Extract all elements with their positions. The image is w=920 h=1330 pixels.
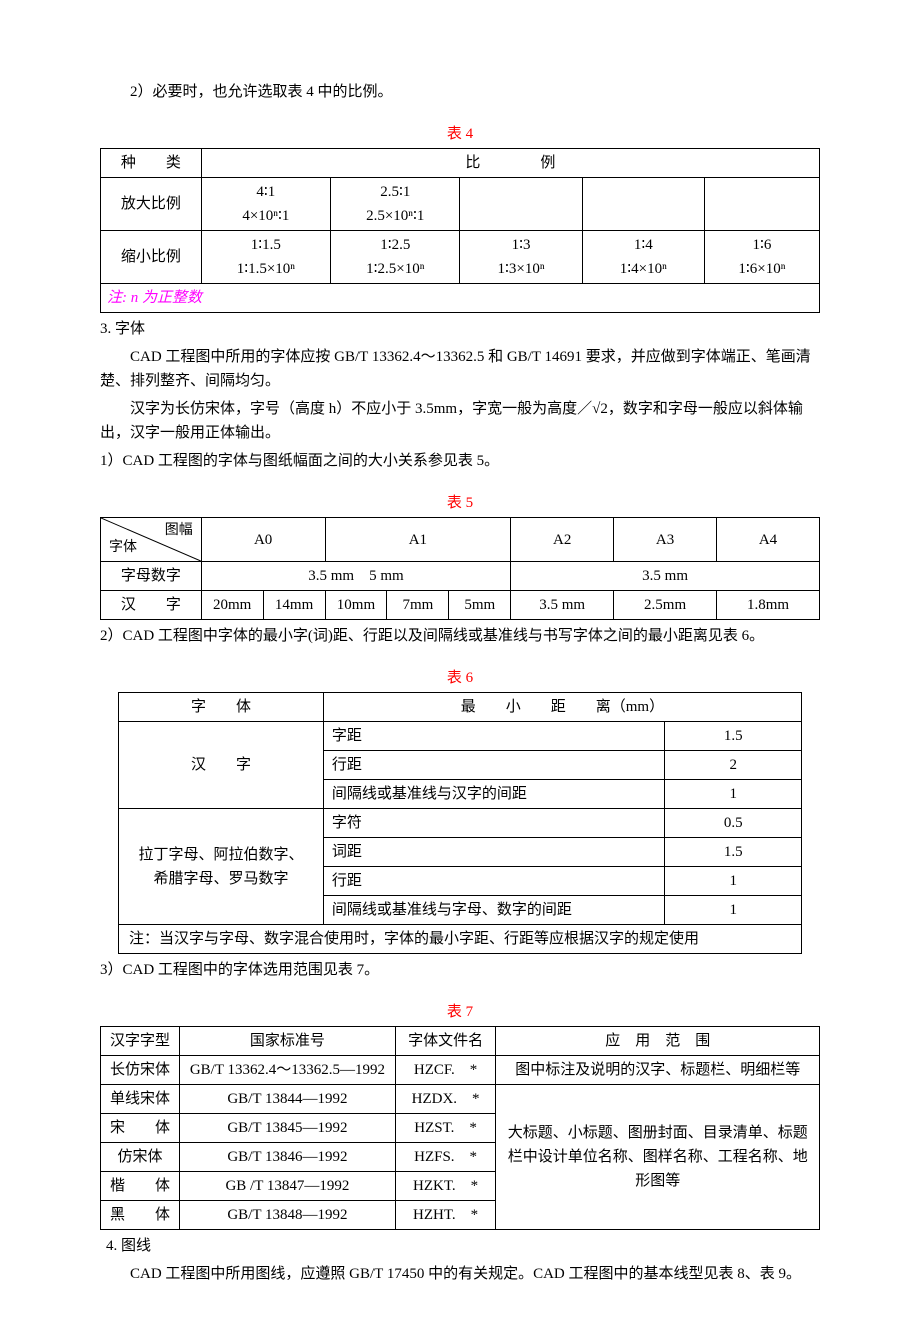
t6-g1-r1-v: 1.5 [665, 722, 802, 751]
t5-r2-c1: 20mm [201, 591, 263, 620]
t7-r1-c4: 图中标注及说明的汉字、标题栏、明细栏等 [496, 1056, 820, 1085]
t6-h2: 最 小 距 离（mm） [323, 693, 801, 722]
table-4: 种 类 比 例 放大比例 4∶14×10ⁿ∶1 1∶2.52.5∶12.5×10… [100, 148, 820, 313]
t5-col-a0: A0 [201, 518, 325, 562]
t5-col-a4: A4 [717, 518, 820, 562]
t5-r1-label: 字母数字 [101, 562, 202, 591]
t4-r2-c3: 1∶31∶3×10ⁿ [460, 231, 582, 284]
t5-r2-c4: 7mm [387, 591, 449, 620]
t4-r1-c5 [704, 178, 819, 231]
t7-h4: 应 用 范 围 [496, 1027, 820, 1056]
t6-g1-r1-k: 字距 [323, 722, 665, 751]
t5-diag: 图幅 字体 [101, 518, 202, 562]
t7-h1: 汉字字型 [101, 1027, 180, 1056]
paragraph-2: 2）必要时，也允许选取表 4 中的比例。 [100, 80, 820, 104]
t6-g2-r3-v: 1 [665, 867, 802, 896]
table7-title: 表 7 [100, 1000, 820, 1024]
table6-title: 表 6 [100, 666, 820, 690]
t6-h1: 字 体 [119, 693, 324, 722]
t6-g1-label: 汉 字 [119, 722, 324, 809]
t6-g1-r2-k: 行距 [323, 751, 665, 780]
t5-r2-c5: 5mm [449, 591, 511, 620]
t4-r2-c5: 1∶61∶6×10ⁿ [704, 231, 819, 284]
t7-h2: 国家标准号 [180, 1027, 396, 1056]
t5-col-a3: A3 [614, 518, 717, 562]
section-4-p1: CAD 工程图中所用图线，应遵照 GB/T 17450 中的有关规定。CAD 工… [100, 1262, 820, 1286]
t6-note: 注：当汉字与字母、数字混合使用时，字体的最小字距、行距等应根据汉字的规定使用 [119, 925, 802, 954]
t7-r6-c3: HZHT. * [395, 1201, 496, 1230]
section-4-title: 4. 图线 [100, 1234, 820, 1258]
t7-r3-c3: HZST. * [395, 1114, 496, 1143]
section-3-p2: 汉字为长仿宋体，字号（高度 h）不应小于 3.5mm，字宽一般为高度／√2，数字… [100, 397, 820, 445]
t7-r5-c1: 楷 体 [101, 1172, 180, 1201]
t7-r3-c2: GB/T 13845—1992 [180, 1114, 396, 1143]
t4-r1-c4 [582, 178, 704, 231]
t4-r2-c2: 1∶2.51∶2.5×10ⁿ [331, 231, 460, 284]
t6-g2-r2-k: 词距 [323, 838, 665, 867]
t6-g1-r2-v: 2 [665, 751, 802, 780]
section-3-p3: 1）CAD 工程图的字体与图纸幅面之间的大小关系参见表 5。 [100, 449, 820, 473]
t7-r1-c1: 长仿宋体 [101, 1056, 180, 1085]
t7-r3-c1: 宋 体 [101, 1114, 180, 1143]
t4-r1-label: 放大比例 [101, 178, 202, 231]
t7-r2-c3: HZDX. * [395, 1085, 496, 1114]
t5-r1-c2: 3.5 mm [511, 562, 820, 591]
t4-r2-c4: 1∶41∶4×10ⁿ [582, 231, 704, 284]
t5-r2-c6: 3.5 mm [511, 591, 614, 620]
t4-h1: 种 类 [101, 149, 202, 178]
t5-r1-c1: 3.5 mm 5 mm [201, 562, 510, 591]
t4-note: 注: n 为正整数 [101, 284, 820, 313]
t6-g2-label: 拉丁字母、阿拉伯数字、希腊字母、罗马数字 [119, 809, 324, 925]
table5-title: 表 5 [100, 491, 820, 515]
t6-g2-r4-k: 间隔线或基准线与字母、数字的间距 [323, 896, 665, 925]
table-5: 图幅 字体 A0 A1 A2 A3 A4 字母数字 3.5 mm 5 mm 3.… [100, 517, 820, 620]
t7-r6-c1: 黑 体 [101, 1201, 180, 1230]
t6-g2-r4-v: 1 [665, 896, 802, 925]
t7-r5-c3: HZKT. * [395, 1172, 496, 1201]
t6-g2-r1-v: 0.5 [665, 809, 802, 838]
t7-h3: 字体文件名 [395, 1027, 496, 1056]
section-6-p1: 3）CAD 工程图中的字体选用范围见表 7。 [100, 958, 820, 982]
t6-g2-r1-k: 字符 [323, 809, 665, 838]
t6-g2-r3-k: 行距 [323, 867, 665, 896]
t5-r2-c7: 2.5mm [614, 591, 717, 620]
t6-g1-r3-v: 1 [665, 780, 802, 809]
t6-g1-r3-k: 间隔线或基准线与汉字的间距 [323, 780, 665, 809]
t5-r2-c3: 10mm [325, 591, 387, 620]
t7-r5-c2: GB /T 13847—1992 [180, 1172, 396, 1201]
t5-r2-c8: 1.8mm [717, 591, 820, 620]
t4-h2: 比 例 [201, 149, 819, 178]
t4-r1-c3 [460, 178, 582, 231]
t5-col-a1: A1 [325, 518, 511, 562]
section-5-p1: 2）CAD 工程图中字体的最小字(词)距、行距以及间隔线或基准线与书写字体之间的… [100, 624, 820, 648]
table4-title: 表 4 [100, 122, 820, 146]
t7-merged: 大标题、小标题、图册封面、目录清单、标题栏中设计单位名称、图样名称、工程名称、地… [496, 1085, 820, 1230]
t7-r6-c2: GB/T 13848—1992 [180, 1201, 396, 1230]
table-6: 字 体 最 小 距 离（mm） 汉 字 字距 1.5 行距 2 间隔线或基准线与… [118, 692, 802, 954]
t7-r2-c2: GB/T 13844—1992 [180, 1085, 396, 1114]
t7-r4-c3: HZFS. * [395, 1143, 496, 1172]
t7-r1-c3: HZCF. * [395, 1056, 496, 1085]
t7-r4-c1: 仿宋体 [101, 1143, 180, 1172]
t4-r1-c2: 1∶2.52.5∶12.5×10ⁿ∶1 [331, 178, 460, 231]
t7-r1-c2: GB/T 13362.4～13362.5—1992 [180, 1056, 396, 1085]
t5-col-a2: A2 [511, 518, 614, 562]
t6-g2-r2-v: 1.5 [665, 838, 802, 867]
t4-r2-label: 缩小比例 [101, 231, 202, 284]
t7-r4-c2: GB/T 13846—1992 [180, 1143, 396, 1172]
t4-r1-c1: 4∶14×10ⁿ∶1 [201, 178, 330, 231]
section-3-title: 3. 字体 [100, 317, 820, 341]
section-3-p1: CAD 工程图中所用的字体应按 GB/T 13362.4～13362.5 和 G… [100, 345, 820, 393]
t5-r2-label: 汉 字 [101, 591, 202, 620]
t7-r2-c1: 单线宋体 [101, 1085, 180, 1114]
table-7: 汉字字型 国家标准号 字体文件名 应 用 范 围 长仿宋体 GB/T 13362… [100, 1026, 820, 1230]
t5-r2-c2: 14mm [263, 591, 325, 620]
t4-r2-c1: 1∶1.51∶1.5×10ⁿ [201, 231, 330, 284]
